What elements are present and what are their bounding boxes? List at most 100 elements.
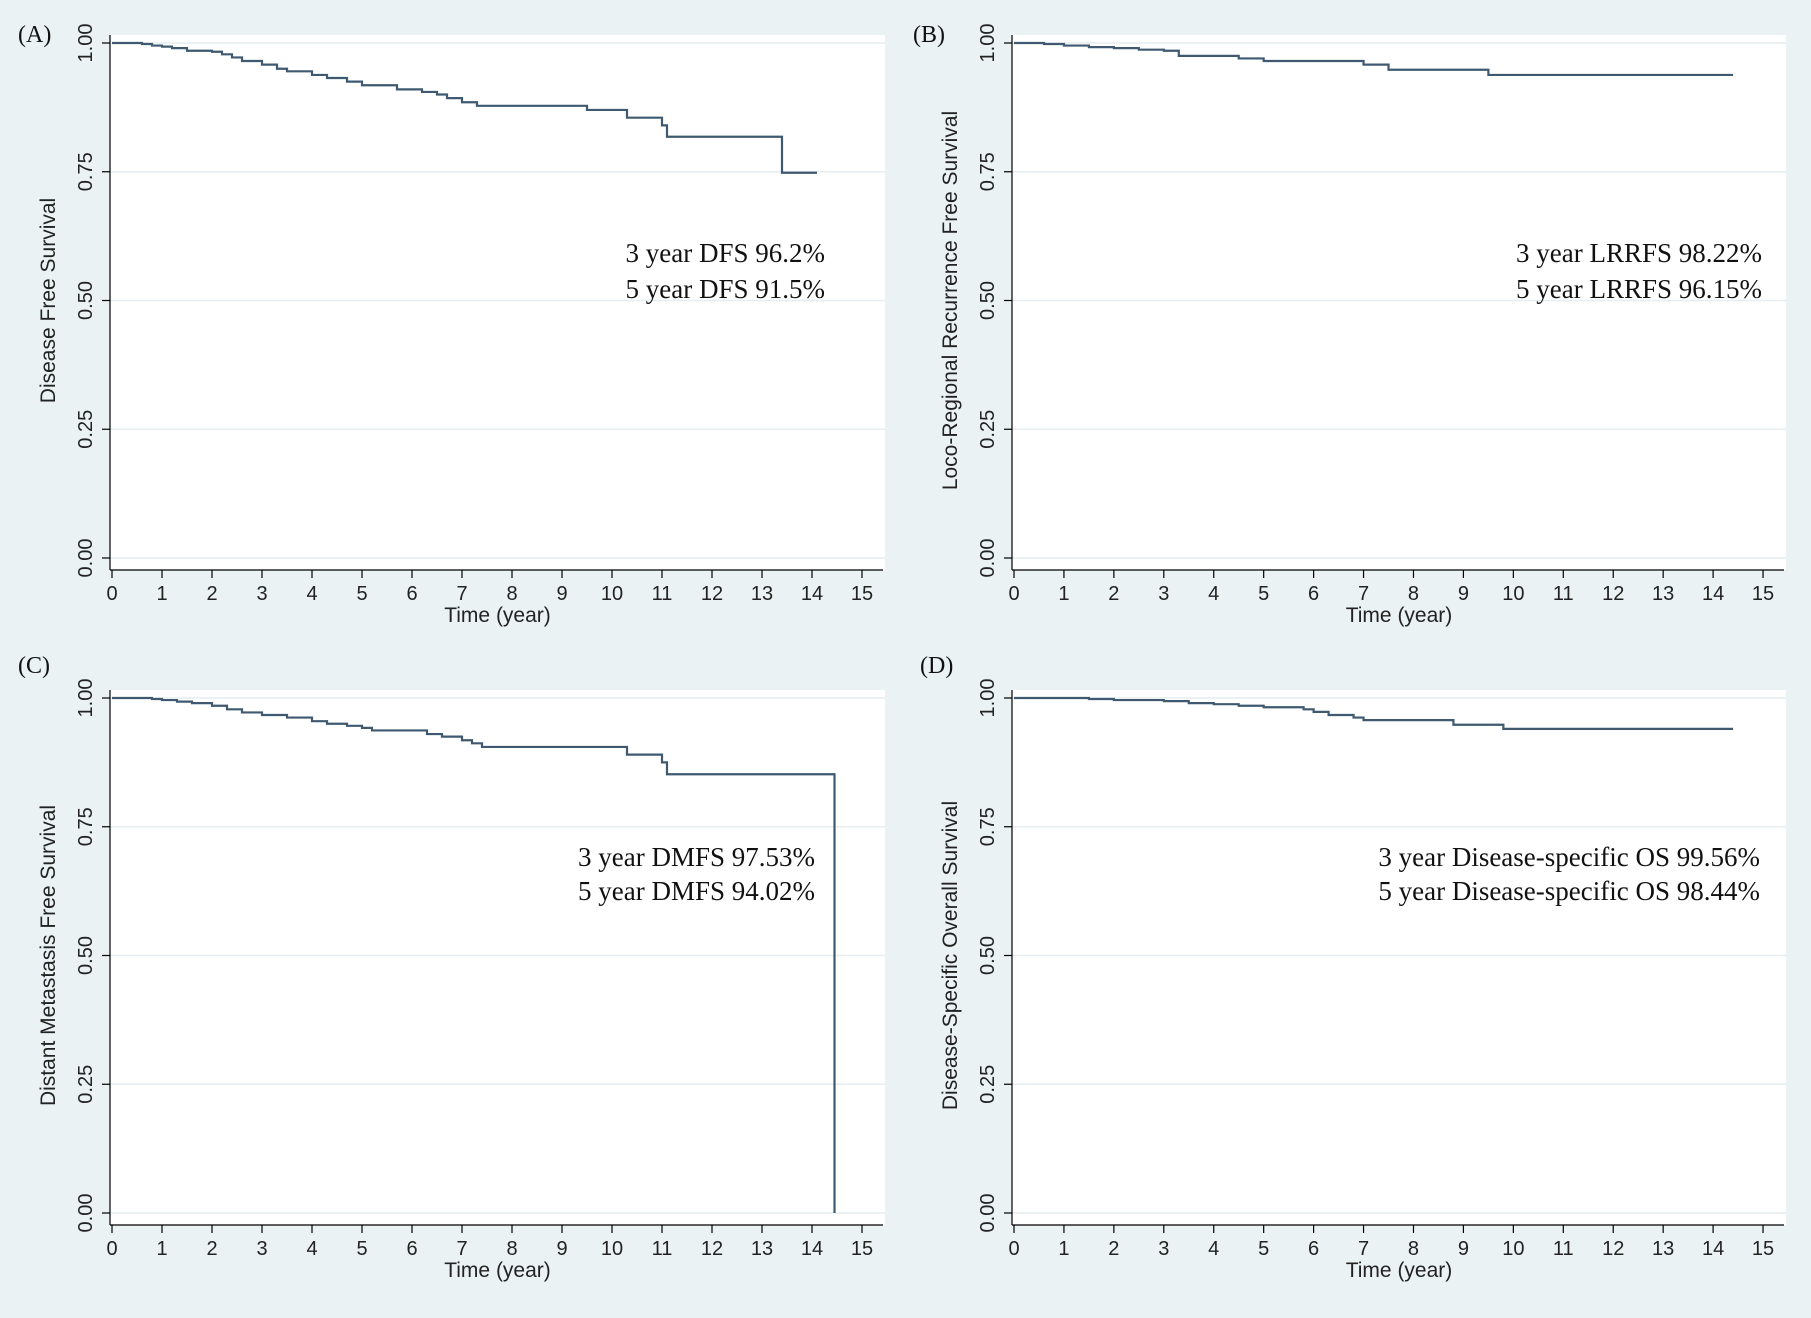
x-tick-label: 14 — [801, 583, 823, 605]
annotation-2: 5 year DFS 91.5% — [626, 274, 825, 304]
x-axis-title: Time (year) — [1346, 1259, 1453, 1282]
x-tick-label: 4 — [1208, 583, 1219, 605]
y-tick-label: 0.00 — [977, 539, 999, 578]
x-tick-label: 7 — [456, 1238, 467, 1260]
panels: 0.000.250.500.751.000 1 2 3 4 5 6 7 8 9 10 11 12 13 14… — [18, 22, 1786, 1282]
plot-area — [110, 35, 885, 570]
x-tick-label: 5 — [356, 1238, 367, 1260]
panel-label: (D) — [920, 653, 953, 679]
y-tick-label: 0.25 — [75, 410, 97, 449]
panel-label: (B) — [913, 22, 945, 48]
survival-curve-lrrfs — [1014, 41, 1734, 77]
x-tick-label: 1 — [1058, 1238, 1069, 1260]
x-tick-label: 11 — [1553, 583, 1574, 605]
y-tick-label: 0.75 — [977, 152, 999, 191]
x-axis-title: Time (year) — [444, 604, 551, 627]
x-tick-label: 12 — [701, 583, 723, 605]
x-tick-label: 12 — [1602, 1238, 1624, 1260]
panel-label: (C) — [18, 653, 50, 679]
panel-d: 0.000.250.500.751.000 1 2 3 4 5 6 7 8 9 10 11 12 13 14… — [920, 653, 1786, 1282]
x-tick-label: 9 — [556, 583, 567, 605]
x-tick-label: 7 — [456, 583, 467, 605]
x-axis-title: Time (year) — [444, 1259, 551, 1282]
x-tick-label: 5 — [356, 583, 367, 605]
x-tick-label: 8 — [1408, 583, 1419, 605]
y-tick-label: 0.75 — [75, 807, 97, 846]
x-tick-label: 2 — [1108, 1238, 1119, 1260]
plot-area — [1012, 690, 1786, 1225]
x-tick-label: 0 — [106, 583, 117, 605]
survival-curve-dsos — [1014, 696, 1734, 730]
x-tick-label: 0 — [1008, 583, 1019, 605]
x-tick-label: 15 — [1752, 1238, 1774, 1260]
y-axis-title: Distant Metastasis Free Survival — [37, 805, 60, 1106]
x-tick-label: 6 — [406, 583, 417, 605]
x-tick-label: 10 — [1502, 583, 1524, 605]
x-tick-label: 2 — [206, 1238, 217, 1260]
x-tick-label: 12 — [1602, 583, 1624, 605]
annotation-2: 5 year Disease-specific OS 98.44% — [1378, 876, 1760, 906]
x-tick-label: 0 — [1008, 1238, 1019, 1260]
x-tick-label: 9 — [1458, 1238, 1469, 1260]
x-tick-label: 10 — [1502, 1238, 1524, 1260]
y-axis-title: Loco-Regional Recurrence Free Survival — [939, 111, 962, 490]
x-tick-label: 10 — [601, 583, 623, 605]
x-tick-label: 13 — [1652, 583, 1674, 605]
y-tick-label: 0.75 — [75, 152, 97, 191]
annotation-1: 3 year Disease-specific OS 99.56% — [1378, 842, 1760, 872]
x-tick-label: 14 — [1702, 583, 1724, 605]
annotation-1: 3 year DFS 96.2% — [626, 238, 825, 268]
y-tick-label: 0.50 — [75, 936, 97, 975]
x-tick-label: 7 — [1358, 1238, 1369, 1260]
x-tick-label: 3 — [1158, 1238, 1169, 1260]
x-tick-label: 5 — [1258, 583, 1269, 605]
y-tick-label: 1.00 — [75, 24, 97, 63]
x-tick-label: 9 — [1458, 583, 1469, 605]
x-tick-label: 11 — [1553, 1238, 1574, 1260]
panel-label: (A) — [18, 22, 51, 48]
x-tick-label: 15 — [851, 583, 873, 605]
x-tick-label: 11 — [652, 1238, 673, 1260]
y-tick-label: 0.00 — [75, 539, 97, 578]
plot-area — [1012, 35, 1786, 570]
x-tick-label: 4 — [306, 583, 317, 605]
x-tick-label: 9 — [556, 1238, 567, 1260]
panel-b: 0.000.250.500.751.000 1 2 3 4 5 6 7 8 9 10 11 12 13 14… — [913, 22, 1786, 627]
x-tick-label: 10 — [601, 1238, 623, 1260]
y-tick-label: 0.25 — [977, 1065, 999, 1104]
y-tick-label: 0.00 — [977, 1194, 999, 1233]
x-tick-label: 0 — [106, 1238, 117, 1260]
y-tick-label: 1.00 — [75, 679, 97, 718]
y-axis-title: Disease Free Survival — [37, 198, 60, 403]
x-tick-label: 7 — [1358, 583, 1369, 605]
y-axis-title: Disease-Specific Overall Survival — [939, 801, 962, 1110]
x-tick-label: 12 — [701, 1238, 723, 1260]
x-tick-label: 4 — [306, 1238, 317, 1260]
annotation-1: 3 year DMFS 97.53% — [578, 842, 815, 872]
survival-curve-dmfs — [112, 696, 836, 1213]
x-tick-label: 2 — [1108, 583, 1119, 605]
x-tick-label: 13 — [1652, 1238, 1674, 1260]
x-tick-label: 6 — [1308, 583, 1319, 605]
annotation-1: 3 year LRRFS 98.22% — [1516, 238, 1762, 268]
x-tick-label: 4 — [1208, 1238, 1219, 1260]
y-tick-label: 0.75 — [977, 807, 999, 846]
x-tick-label: 3 — [1158, 583, 1169, 605]
x-tick-label: 3 — [256, 1238, 267, 1260]
plot-area — [110, 690, 885, 1225]
panel-a: 0.000.250.500.751.000 1 2 3 4 5 6 7 8 9 10 11 12 13 14… — [18, 22, 885, 627]
annotation-2: 5 year DMFS 94.02% — [578, 876, 815, 906]
x-tick-label: 14 — [801, 1238, 823, 1260]
x-tick-label: 8 — [1408, 1238, 1419, 1260]
survival-curve-dfs — [112, 41, 817, 174]
x-tick-label: 1 — [156, 583, 167, 605]
x-tick-label: 8 — [506, 1238, 517, 1260]
x-tick-label: 1 — [156, 1238, 167, 1260]
x-tick-label: 15 — [1752, 583, 1774, 605]
panel-c: 0.000.250.500.751.000 1 2 3 4 5 6 7 8 9 10 11 12 13 14… — [18, 653, 885, 1282]
y-tick-label: 0.50 — [75, 281, 97, 320]
x-tick-label: 6 — [1308, 1238, 1319, 1260]
x-tick-label: 13 — [751, 1238, 773, 1260]
x-tick-label: 15 — [851, 1238, 873, 1260]
